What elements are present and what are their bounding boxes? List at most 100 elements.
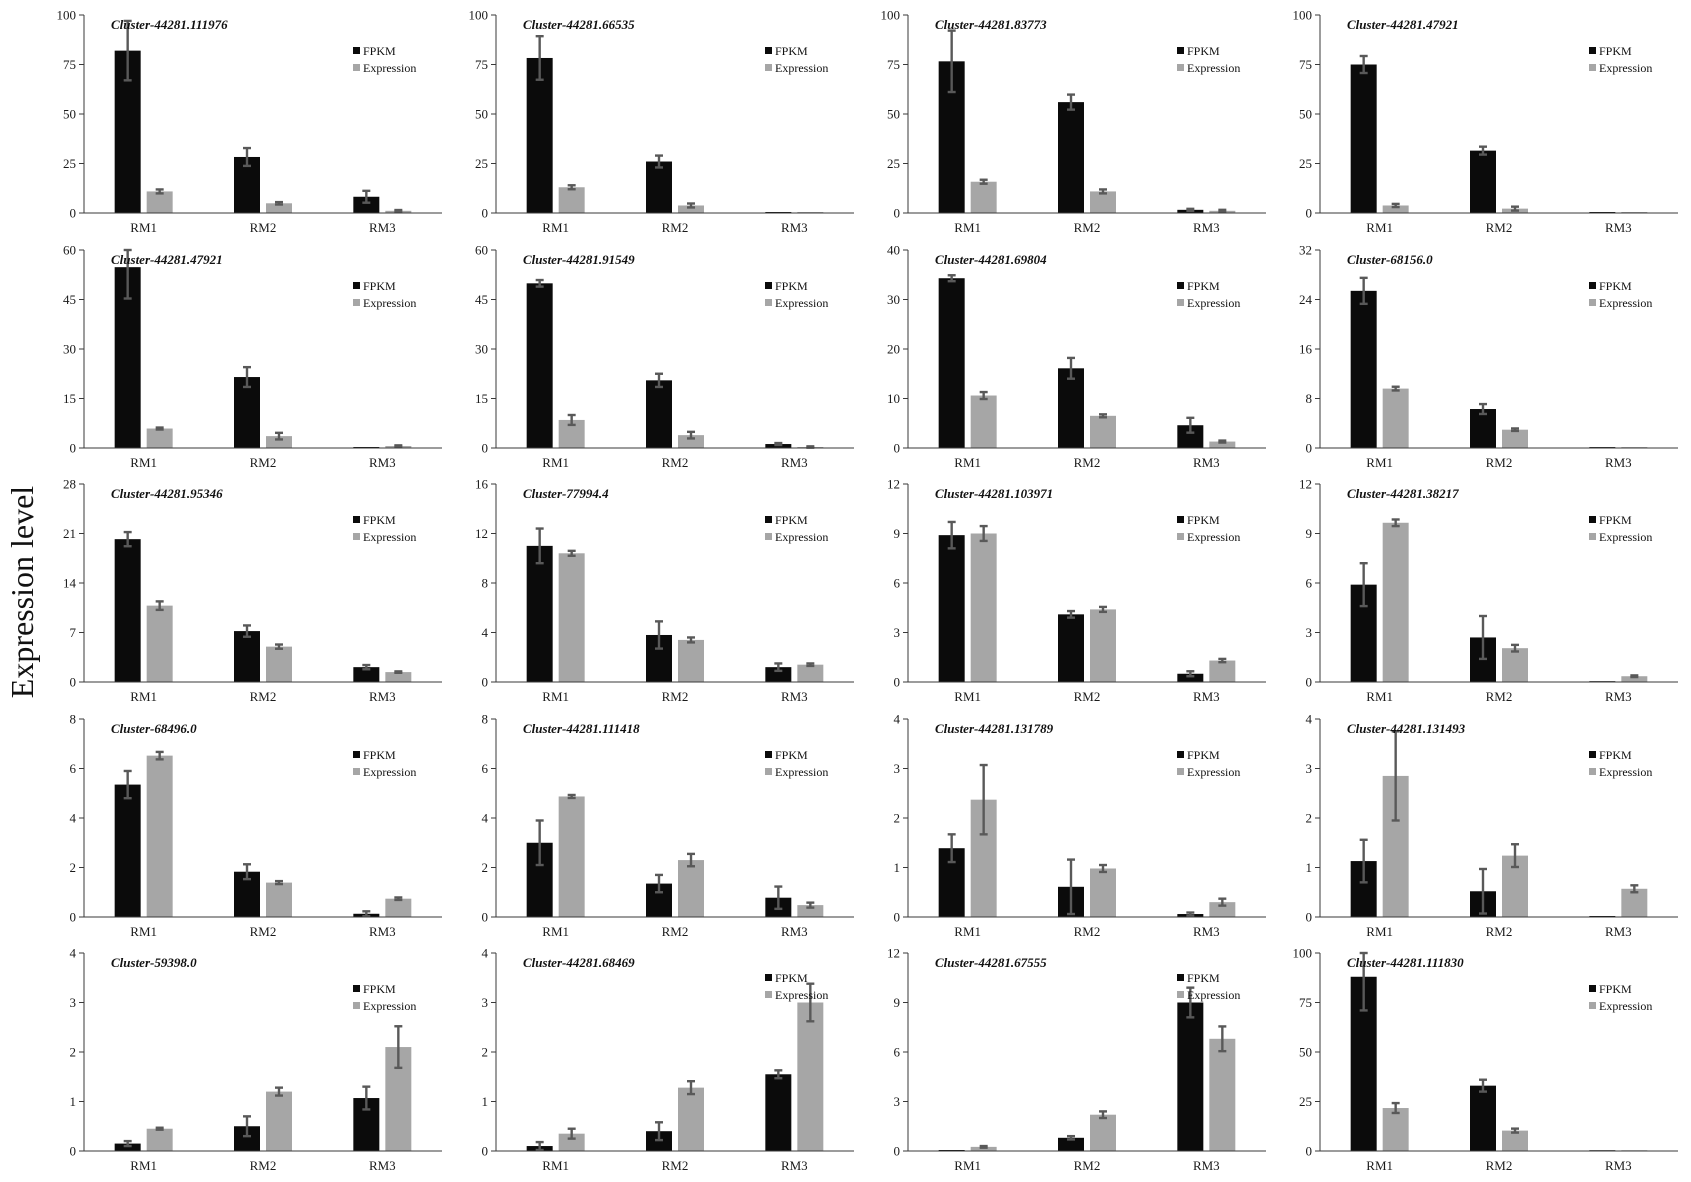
bar-fpkm xyxy=(1177,673,1204,682)
error-bar xyxy=(979,524,988,543)
bar-expression xyxy=(1382,1108,1409,1151)
legend-swatch-fpkm xyxy=(1589,985,1596,992)
legend-label: FPKM xyxy=(363,279,396,293)
error-bar xyxy=(123,530,132,548)
error-bar xyxy=(1511,643,1519,653)
error-bar xyxy=(275,643,283,650)
bar-expression xyxy=(1090,868,1116,917)
y-tick-label: 0 xyxy=(70,910,77,925)
error-bar xyxy=(1099,605,1107,614)
chart-panel: RM1 RM2 RM3 0 3 6 9 12 Cluster-44281.38217 FPKM Ex… xyxy=(1299,477,1678,704)
y-tick-label: 50 xyxy=(1299,1045,1312,1060)
legend-swatch-fpkm xyxy=(353,282,360,289)
x-tick-label: RM3 xyxy=(1605,220,1632,235)
chart-panel: RM1 RM2 RM3 0 2 4 6 8 Cluster-44281.111418 FPKM Ex… xyxy=(482,712,854,939)
y-tick-label: 25 xyxy=(1299,156,1312,171)
error-bar xyxy=(1479,145,1487,156)
error-bar xyxy=(1218,1025,1227,1053)
error-bar xyxy=(1067,93,1075,111)
x-tick-label: RM1 xyxy=(1366,220,1393,235)
legend-label: FPKM xyxy=(363,982,396,996)
legend-swatch-expression xyxy=(1589,533,1596,540)
x-tick-label: RM1 xyxy=(954,455,981,470)
legend-label: FPKM xyxy=(363,44,396,58)
error-bar xyxy=(123,769,132,800)
y-tick-label: 0 xyxy=(482,675,489,690)
bar-fpkm xyxy=(1350,290,1377,448)
bar-fpkm xyxy=(234,377,260,448)
error-bar xyxy=(1099,1110,1107,1120)
error-bar xyxy=(243,146,251,168)
x-tick-label: RM3 xyxy=(1193,689,1220,704)
bar-expression xyxy=(385,672,412,682)
x-tick-label: RM1 xyxy=(130,220,157,235)
chart-title: Cluster-44281.103971 xyxy=(935,486,1053,501)
legend: FPKM Expression xyxy=(1177,513,1240,544)
y-tick-label: 75 xyxy=(475,57,488,72)
bar-expression xyxy=(678,435,704,448)
y-tick-label: 0 xyxy=(894,1144,901,1159)
x-tick-label: RM3 xyxy=(1605,689,1632,704)
x-tick-label: RM1 xyxy=(542,220,569,235)
error-bar xyxy=(1359,951,1368,1012)
chart-title: Cluster-77994.4 xyxy=(523,486,609,501)
legend-label: Expression xyxy=(1187,61,1240,75)
error-bar xyxy=(155,600,164,612)
error-bar xyxy=(1479,1078,1487,1093)
error-bar xyxy=(979,178,988,185)
legend-swatch-expression xyxy=(353,64,360,71)
error-bar xyxy=(947,833,956,864)
y-tick-label: 0 xyxy=(70,441,77,456)
chart-title: Cluster-44281.95346 xyxy=(111,486,223,501)
bar-expression xyxy=(266,203,292,213)
bar-fpkm xyxy=(646,380,672,448)
x-tick-label: RM1 xyxy=(954,924,981,939)
x-tick-label: RM3 xyxy=(369,455,396,470)
legend-swatch-fpkm xyxy=(1589,516,1596,523)
bar-expression xyxy=(678,639,704,682)
y-tick-label: 4 xyxy=(482,625,489,640)
y-tick-label: 24 xyxy=(1299,292,1313,307)
y-tick-label: 50 xyxy=(63,107,76,122)
chart-title: Cluster-44281.111830 xyxy=(1347,955,1464,970)
error-bar xyxy=(275,879,283,886)
legend: FPKM Expression xyxy=(1589,748,1652,779)
y-tick-label: 14 xyxy=(63,576,77,591)
error-bar xyxy=(394,208,403,213)
x-tick-label: RM2 xyxy=(1074,220,1101,235)
error-bar xyxy=(1186,416,1195,434)
error-bar xyxy=(243,863,251,881)
y-tick-label: 25 xyxy=(475,156,488,171)
error-bar xyxy=(123,248,132,300)
error-bar xyxy=(394,896,403,902)
y-tick-label: 100 xyxy=(469,8,489,23)
x-tick-label: RM1 xyxy=(1366,689,1393,704)
chart-panel: RM1 RM2 RM3 0 15 30 45 60 Cluster-44281.91549 FPK… xyxy=(475,243,854,470)
error-bar xyxy=(362,663,371,671)
legend-label: FPKM xyxy=(1599,982,1632,996)
error-bar xyxy=(947,520,956,550)
bar-fpkm xyxy=(526,283,553,448)
error-bar xyxy=(806,662,815,668)
error-bar xyxy=(1067,858,1075,916)
y-tick-label: 4 xyxy=(1306,712,1313,727)
chart-title: Cluster-68496.0 xyxy=(111,721,197,736)
legend-label: Expression xyxy=(775,530,828,544)
y-tick-label: 75 xyxy=(1299,995,1312,1010)
bar-fpkm xyxy=(938,535,965,682)
legend-label: Expression xyxy=(1599,61,1652,75)
error-bar xyxy=(394,1025,403,1070)
bar-fpkm xyxy=(1470,1085,1496,1151)
x-tick-label: RM1 xyxy=(542,689,569,704)
chart-title: Cluster-68156.0 xyxy=(1347,252,1433,267)
error-bar xyxy=(1511,205,1519,212)
y-tick-label: 0 xyxy=(894,206,901,221)
error-bar xyxy=(1630,884,1639,894)
x-tick-label: RM3 xyxy=(1605,1158,1632,1173)
bar-expression xyxy=(558,1133,585,1151)
bar-expression xyxy=(970,395,997,448)
legend: FPKM Expression xyxy=(353,44,416,75)
error-bar xyxy=(567,793,576,800)
bar-expression xyxy=(797,664,824,682)
legend-swatch-expression xyxy=(353,768,360,775)
